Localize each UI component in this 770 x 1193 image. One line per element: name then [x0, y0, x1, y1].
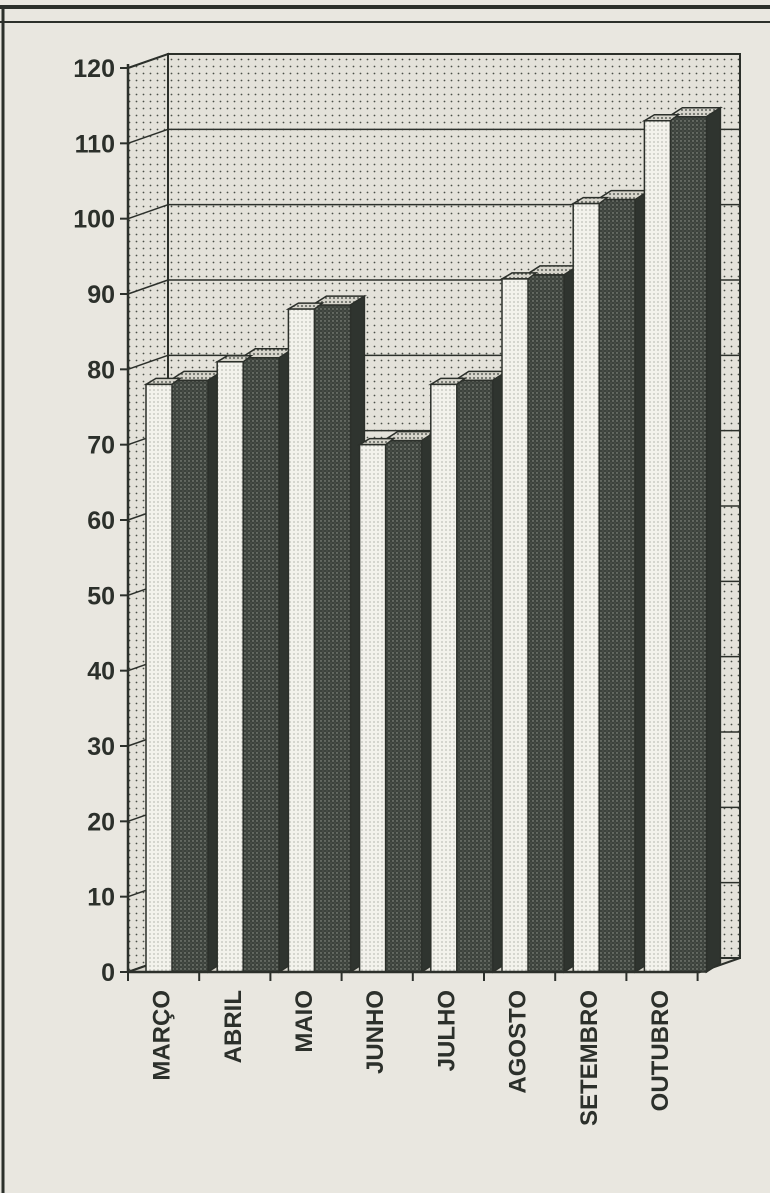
bar-light	[643, 119, 672, 973]
x-tick-label: ABRIL	[220, 990, 247, 1063]
y-tick-label: 20	[87, 808, 115, 836]
bar-group	[143, 370, 225, 974]
y-tick-label: 40	[87, 658, 115, 686]
bar-light	[572, 202, 600, 973]
gridline-side	[127, 128, 169, 145]
bar-dark	[667, 115, 708, 973]
bar-group	[499, 264, 581, 974]
y-tick-label: 120	[73, 55, 115, 83]
bar-group	[356, 430, 439, 974]
y-axis: 0 10 20 30 40 50 60 70 80 90 100 110 120	[73, 55, 130, 987]
y-tick-label: 60	[87, 507, 115, 535]
y-tick-label: 80	[87, 356, 115, 384]
x-tick-label: MAIO	[291, 990, 318, 1053]
gridline-side	[127, 203, 169, 220]
bar-dark	[454, 379, 494, 973]
y-tick-label: 10	[87, 884, 115, 912]
bar-dark	[525, 274, 565, 973]
y-tick-label: 0	[101, 959, 115, 987]
bar-light	[216, 361, 244, 973]
bar-dark	[240, 357, 280, 973]
y-tick-label: 70	[87, 432, 115, 460]
bar-group	[285, 294, 367, 974]
bar-light	[287, 308, 316, 973]
y-tick-label: 90	[87, 281, 115, 309]
bar-light	[501, 278, 529, 973]
bar-dark	[382, 439, 423, 973]
x-axis: MARÇO ABRIL MAIO JUNHO JULHO AGOSTO SETEMBRO OU…	[127, 970, 700, 1126]
gridline-side	[127, 53, 169, 69]
bar-dark	[169, 379, 209, 973]
y-tick-label: 30	[87, 733, 115, 761]
bar-dark	[596, 198, 636, 973]
bar-light	[430, 383, 458, 973]
bar-light	[358, 443, 387, 973]
y-tick-label: 100	[73, 206, 115, 234]
bar-group	[428, 370, 510, 974]
bar-group	[641, 106, 723, 974]
x-tick-label: OUTUBRO	[647, 990, 674, 1111]
bars	[143, 106, 723, 974]
bar-light	[145, 383, 173, 973]
gridline-side	[127, 279, 169, 295]
bar-dark	[311, 304, 352, 973]
x-tick-label: SETEMBRO	[576, 990, 603, 1126]
bar-group	[214, 347, 296, 974]
y-tick-label: 50	[87, 582, 115, 610]
bar-side	[705, 106, 722, 974]
x-tick-label: AGOSTO	[505, 990, 532, 1094]
x-tick-label: JULHO	[433, 990, 460, 1071]
y-tick-label: 110	[75, 130, 115, 158]
x-tick-label: JUNHO	[362, 990, 389, 1074]
x-tick-label: MARÇO	[149, 990, 176, 1081]
gridline-side	[127, 354, 169, 371]
bar-group	[570, 189, 652, 974]
